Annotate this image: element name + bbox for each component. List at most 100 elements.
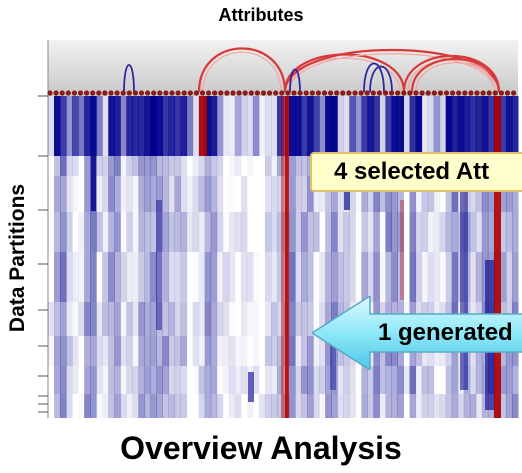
attribute-marker-dot — [242, 90, 248, 96]
heatmap-cell — [138, 176, 145, 212]
heatmap-top-cell — [180, 96, 188, 156]
heatmap-cell — [276, 302, 284, 336]
heatmap-top-cell — [60, 96, 67, 156]
attribute-marker-dot — [47, 90, 53, 96]
heatmap-cell — [421, 394, 429, 418]
heatmap-cell — [241, 394, 248, 418]
heatmap-cell — [228, 394, 236, 418]
heatmap-top-cell — [421, 96, 429, 156]
heatmap-cell — [415, 176, 423, 212]
heatmap-cell — [276, 336, 284, 366]
heatmap-cell — [180, 252, 188, 302]
heatmap-cell — [168, 366, 176, 394]
heatmap-cell — [337, 176, 344, 212]
heatmap-cell — [90, 336, 97, 366]
heatmap-cell — [451, 176, 459, 212]
heatmap-cell — [120, 336, 127, 366]
attribute-link-arc — [283, 49, 501, 93]
heatmap-cell — [289, 212, 296, 252]
heatmap-cell — [337, 336, 344, 366]
heatmap-cell — [367, 252, 374, 302]
heatmap-cell — [511, 252, 519, 302]
heatmap-top-cell — [289, 96, 296, 156]
heatmap-cell — [337, 394, 344, 418]
heatmap-cell — [235, 302, 242, 336]
heatmap-cell — [132, 336, 139, 366]
heatmap-cell — [505, 176, 513, 212]
heatmap-top-cell — [505, 96, 513, 156]
heatmap-top-cell — [150, 96, 157, 156]
heatmap-cell — [301, 176, 308, 212]
heatmap-cell — [187, 336, 194, 366]
heatmap-cell — [301, 366, 308, 394]
heatmap-top-cell — [439, 96, 447, 156]
heatmap-cell — [144, 302, 151, 336]
heatmap-cell — [289, 366, 296, 394]
attribute-marker-dot — [376, 90, 382, 96]
heatmap-cell — [475, 394, 483, 418]
heatmap-cell — [132, 366, 139, 394]
heatmap-top-cell — [270, 96, 278, 156]
heatmap-cell — [349, 394, 356, 418]
heatmap-cell — [385, 366, 392, 394]
heatmap-cell — [361, 302, 368, 336]
heatmap-cell — [132, 302, 139, 336]
heatmap-cell — [404, 394, 411, 418]
heatmap-top-cell — [295, 96, 302, 156]
heatmap-top-cell — [445, 96, 453, 156]
attribute-marker-dot — [389, 90, 395, 96]
heatmap-cell — [96, 156, 103, 176]
heatmap-cell — [156, 212, 163, 252]
heatmap-cell — [66, 252, 73, 302]
heatmap-cell — [174, 156, 182, 176]
heatmap-cell — [114, 394, 121, 418]
heatmap-cell — [108, 212, 115, 252]
heatmap-cell — [259, 252, 266, 302]
heatmap-cell — [108, 252, 115, 302]
attribute-marker-dot — [224, 90, 230, 96]
attribute-marker-dot — [431, 90, 437, 96]
attribute-marker-dot — [425, 90, 431, 96]
heatmap-cell — [379, 366, 386, 394]
heatmap-cell — [397, 394, 405, 418]
heatmap-cell — [223, 212, 230, 252]
heatmap-cell — [132, 252, 139, 302]
heatmap-top-cell — [276, 96, 284, 156]
heatmap-cell — [156, 302, 163, 336]
heatmap-cell — [132, 156, 139, 176]
heatmap-cell — [445, 212, 453, 252]
heatmap-cell — [48, 302, 55, 336]
heatmap-cell — [240, 252, 248, 302]
heatmap-cell — [138, 156, 145, 176]
heatmap-cell — [198, 156, 206, 176]
heatmap-cell — [174, 212, 182, 252]
heatmap-top-cell — [487, 96, 495, 156]
heatmap-cell — [193, 252, 200, 302]
heatmap-top-cell — [84, 96, 91, 156]
heatmap-cell — [187, 252, 194, 302]
heatmap-cell — [289, 394, 296, 418]
heatmap-cell — [162, 302, 170, 336]
heatmap-cell — [295, 302, 302, 336]
heatmap-cell — [84, 252, 91, 302]
heatmap-top-cell — [511, 96, 519, 156]
attribute-marker-dot — [151, 90, 157, 96]
heatmap-cell — [499, 212, 507, 252]
heatmap-cell — [204, 252, 212, 302]
heatmap-cell — [319, 212, 326, 252]
heatmap-cell — [511, 366, 519, 394]
heatmap-cell — [319, 366, 326, 394]
attribute-band-background — [48, 40, 518, 96]
heatmap-top-cell — [126, 96, 133, 156]
heatmap-accent-cell — [248, 372, 254, 402]
heatmap-cell — [138, 394, 145, 418]
heatmap-cell — [138, 252, 145, 302]
heatmap-cell — [343, 366, 350, 394]
selected-attribute-column — [199, 96, 207, 156]
heatmap-cell — [270, 336, 278, 366]
heatmap-cell — [96, 336, 103, 366]
heatmap-cell — [313, 336, 320, 366]
heatmap-accent-cell — [91, 156, 96, 211]
heatmap-cell — [325, 366, 332, 394]
heatmap-cell — [222, 366, 230, 394]
